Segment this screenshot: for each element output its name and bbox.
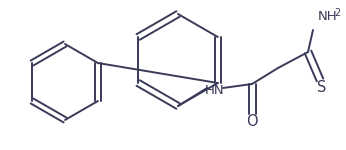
Text: HN: HN <box>205 84 225 98</box>
Text: O: O <box>246 114 258 129</box>
Text: NH: NH <box>318 9 338 22</box>
Text: 2: 2 <box>334 8 340 18</box>
Text: S: S <box>317 80 327 94</box>
